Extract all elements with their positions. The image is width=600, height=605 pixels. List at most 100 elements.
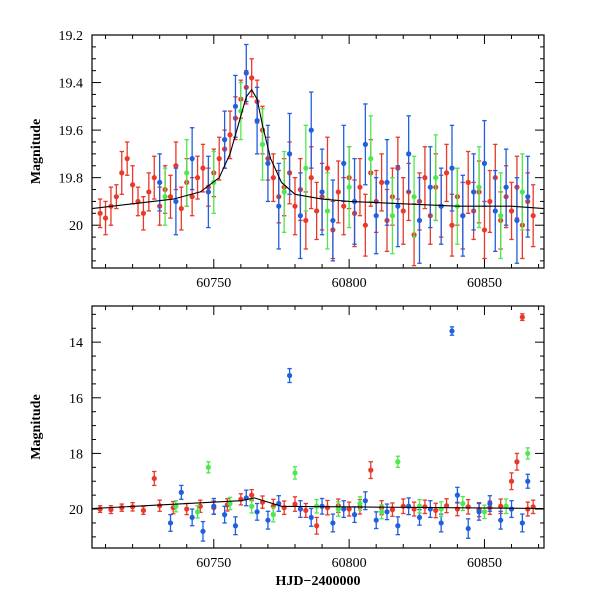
top-panel-frame [91, 34, 545, 269]
y-tick-label: 18 [69, 447, 83, 462]
data-point [314, 181, 320, 241]
data-point [140, 196, 147, 231]
x-tick-label: 60800 [332, 276, 367, 291]
data-point [265, 124, 271, 203]
data-point [222, 110, 228, 169]
data-point [389, 502, 396, 517]
data-point [97, 198, 103, 229]
data-point [286, 367, 293, 384]
data-point [200, 520, 206, 542]
y-tick-label: 19.4 [59, 77, 84, 92]
model-curve [92, 497, 544, 510]
data-point [449, 326, 455, 336]
data-point [194, 505, 201, 519]
data-point [330, 513, 336, 533]
data-point [389, 177, 396, 255]
data-point [503, 498, 509, 515]
data-point [238, 493, 244, 506]
data-point [454, 486, 460, 504]
data-point [341, 500, 347, 519]
data-point [151, 155, 157, 200]
data-point [525, 501, 531, 517]
bottom-panel-x-axis-label: HJD−2400000 [276, 574, 361, 589]
data-point [433, 134, 439, 222]
data-point [427, 146, 433, 229]
data-point [140, 505, 147, 515]
data-point [525, 155, 531, 238]
data-point [157, 499, 163, 512]
x-tick-label: 60800 [332, 556, 367, 571]
data-point [194, 155, 201, 200]
data-point [373, 511, 379, 530]
top-panel-tick-labels: 60750 60800 60850 19.2 19.4 19.6 19.8 20 [59, 29, 502, 291]
data-point [379, 153, 385, 212]
data-point [384, 503, 390, 521]
series-1 [167, 326, 531, 542]
data-point [200, 143, 206, 193]
data-point [178, 186, 184, 231]
data-point [476, 146, 482, 229]
data-point [422, 499, 428, 515]
y-tick-label: 19.6 [59, 124, 84, 139]
data-point [232, 74, 239, 138]
bottom-panel: 60750 60800 60850 14 16 18 20 Magnitude HJD−24… [29, 305, 545, 589]
data-point [197, 499, 203, 514]
data-point [487, 495, 493, 512]
data-point [438, 167, 444, 245]
data-point [335, 160, 341, 224]
data-point [465, 498, 471, 515]
data-point [406, 497, 412, 516]
data-point [189, 508, 195, 527]
series-0 [97, 58, 536, 267]
data-point [481, 504, 488, 520]
data-point [308, 91, 314, 169]
data-point [254, 86, 260, 155]
data-point [297, 172, 304, 260]
data-point [151, 470, 157, 487]
data-point [211, 497, 217, 515]
data-point [178, 484, 184, 500]
data-point [443, 498, 450, 514]
data-point [346, 146, 352, 229]
data-point [249, 498, 255, 514]
data-point [395, 455, 401, 468]
x-tick-label: 60850 [467, 556, 502, 571]
data-point [254, 502, 260, 521]
x-tick-label: 60850 [467, 276, 502, 291]
data-point [433, 502, 439, 519]
data-point [411, 155, 417, 238]
data-point [476, 502, 482, 521]
data-point [449, 124, 455, 212]
data-point [113, 184, 119, 210]
data-point [314, 516, 320, 535]
data-point [270, 153, 276, 203]
data-point [465, 518, 471, 539]
data-point [259, 495, 266, 509]
y-tick-label: 19.2 [59, 29, 84, 44]
data-point [395, 516, 401, 536]
y-tick-label: 16 [69, 392, 83, 407]
y-tick-label: 14 [69, 336, 83, 351]
data-point [308, 507, 314, 527]
y-tick-label: 20 [69, 503, 83, 518]
data-point [270, 506, 276, 523]
top-panel-data [92, 43, 544, 267]
data-point [400, 177, 406, 245]
data-point [124, 141, 130, 176]
data-point [519, 313, 525, 322]
data-point [97, 505, 103, 514]
data-point [508, 500, 515, 519]
data-point [373, 177, 379, 255]
data-point [297, 500, 304, 519]
data-point [487, 169, 493, 233]
data-point [492, 169, 498, 253]
data-point [281, 150, 287, 233]
data-point [498, 510, 504, 530]
x-tick-label: 60750 [196, 556, 231, 571]
data-point [525, 447, 531, 460]
data-point [330, 179, 336, 262]
data-point [227, 496, 233, 511]
data-point [129, 165, 136, 205]
